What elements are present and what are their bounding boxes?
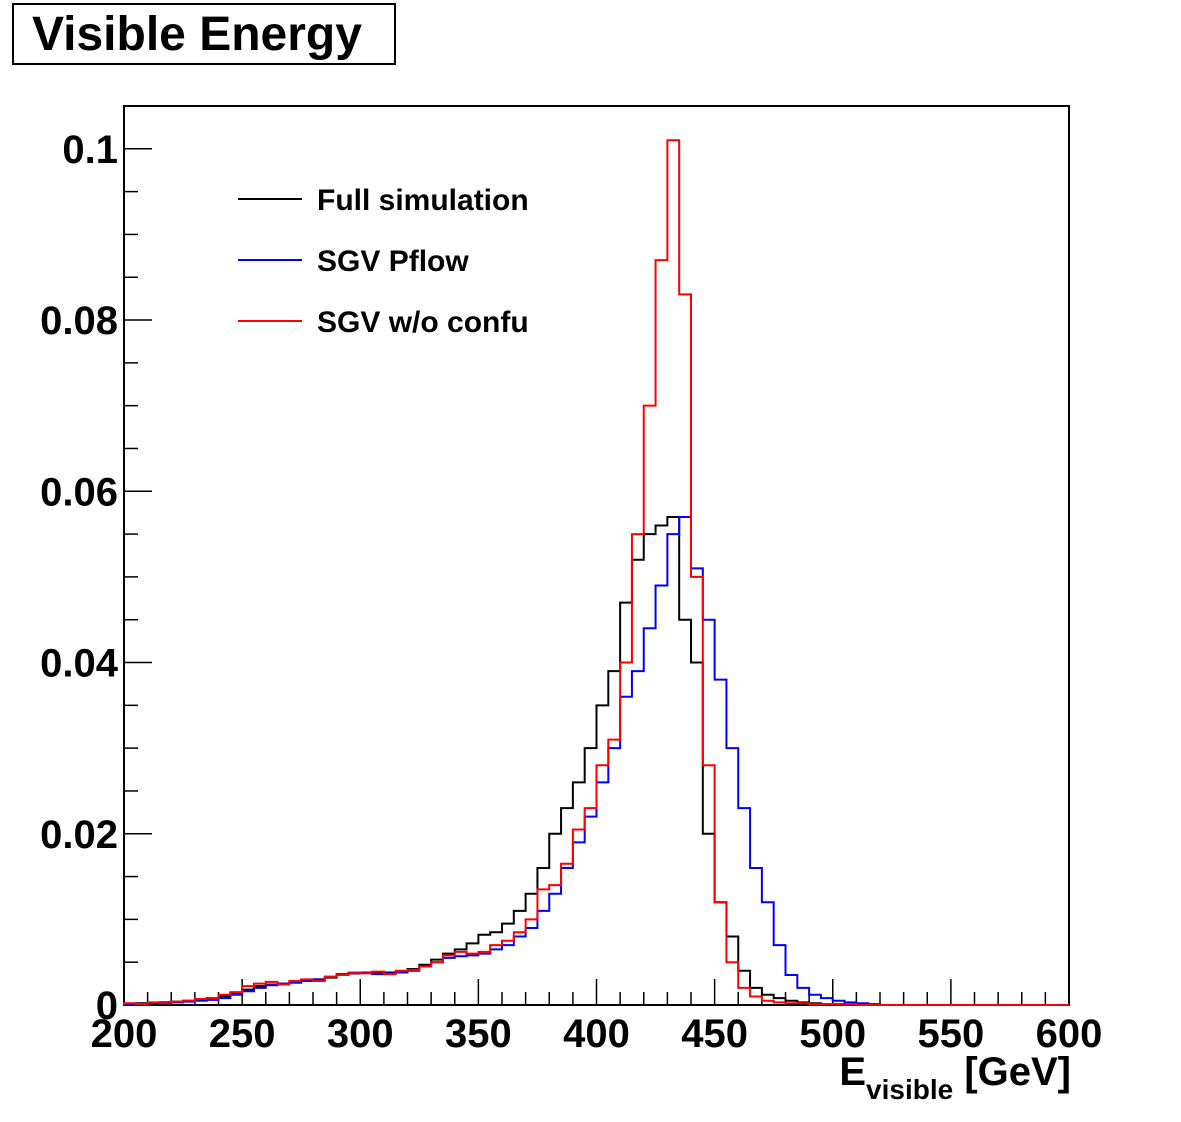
x-tick-label: 450	[681, 1012, 748, 1056]
y-tick-label: 0.08	[40, 299, 118, 343]
x-tick-label: 200	[91, 1012, 158, 1056]
x-axis-label-base: E	[839, 1050, 867, 1094]
chart-title: Visible Energy	[32, 8, 362, 61]
x-tick-label: 300	[327, 1012, 394, 1056]
x-tick-label: 500	[799, 1012, 866, 1056]
series-line-2	[123, 515, 1069, 1006]
x-axis-label-unit: [GeV]	[964, 1050, 1071, 1094]
y-tick-label: 0.06	[40, 470, 118, 514]
x-tick-label: 550	[918, 1012, 985, 1056]
y-tick-label: 0.04	[40, 642, 119, 686]
y-tick-label: 0.1	[62, 128, 118, 172]
x-tick-label: 600	[1036, 1012, 1103, 1056]
axes: 200 250 300 350 400 450 500 550 600 0 0.02 0.04 0.06…	[40, 105, 1103, 1056]
legend-label-3: SGV w/o confu	[317, 306, 529, 339]
y-tick-label: 0	[96, 984, 118, 1028]
series-group	[123, 139, 1069, 1006]
plot-frame	[123, 105, 1070, 1006]
x-tick-label: 400	[563, 1012, 630, 1056]
series-line-1	[123, 515, 1069, 1006]
x-axis-label-sub: visible	[866, 1074, 954, 1105]
x-tick-label: 350	[445, 1012, 512, 1056]
legend: Full simulation SGV Pflow SGV w/o confu	[238, 184, 529, 339]
legend-label-1: Full simulation	[317, 184, 529, 217]
y-tick-label: 0.02	[40, 813, 118, 857]
legend-label-2: SGV Pflow	[317, 245, 469, 278]
x-tick-label: 250	[209, 1012, 276, 1056]
x-axis-label: Evisible [GeV]	[839, 1050, 1071, 1105]
series-line-3	[123, 139, 1069, 1006]
title-box: Visible Energy	[12, 3, 396, 65]
